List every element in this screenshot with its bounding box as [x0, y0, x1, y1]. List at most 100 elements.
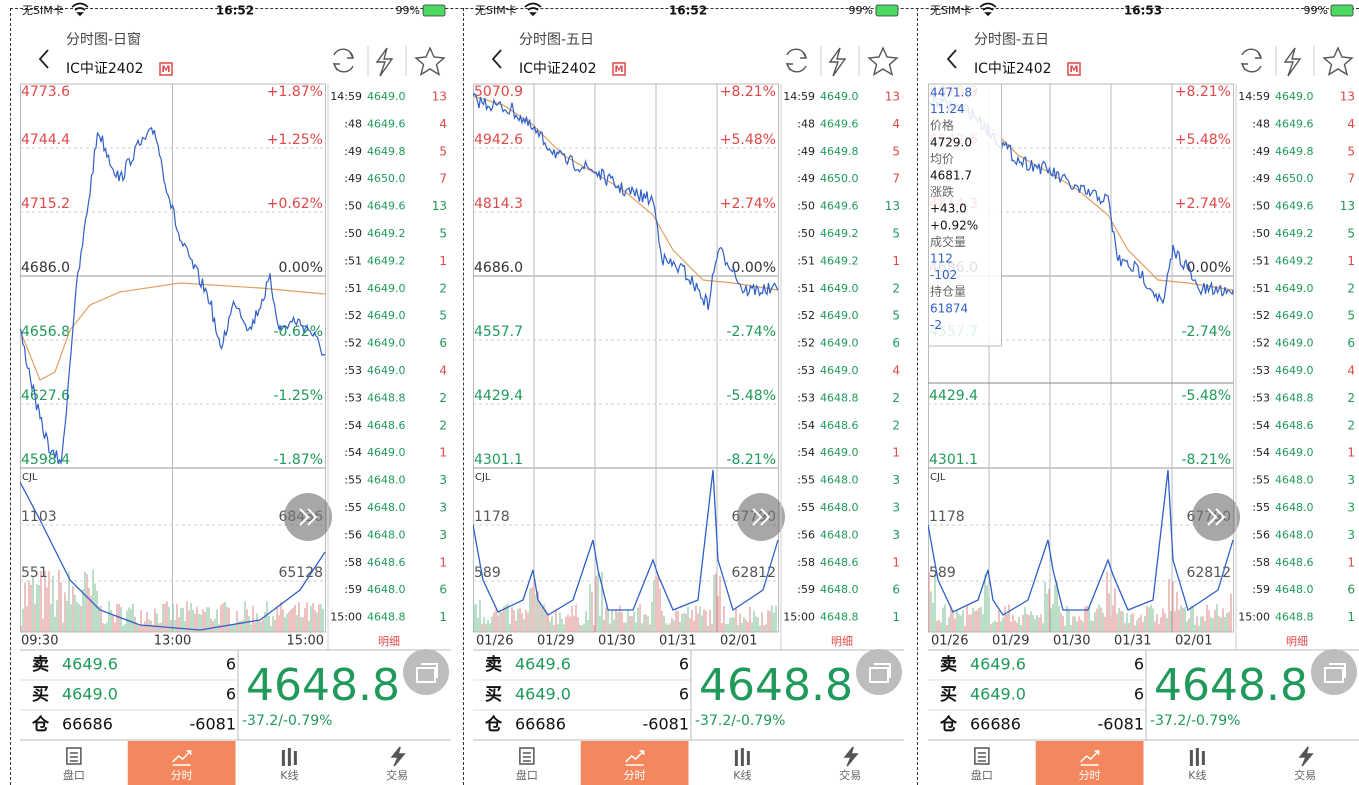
- switch-button[interactable]: [1311, 649, 1357, 695]
- screen-title: 分时图-五日: [974, 32, 1049, 48]
- tooltip-item: +43.0: [930, 202, 967, 216]
- tick-price: 4648.0: [1275, 583, 1314, 596]
- carrier: 无SIM卡: [475, 4, 517, 17]
- tick-price: 4649.0: [1275, 309, 1314, 322]
- back-button[interactable]: [491, 49, 502, 69]
- tick-time: :55: [797, 501, 815, 514]
- tick-volume: 3: [1347, 528, 1355, 542]
- flash-icon[interactable]: [1283, 47, 1302, 77]
- badge-bg: [612, 62, 626, 76]
- switch-icon: [869, 663, 891, 683]
- back-button[interactable]: [946, 49, 957, 69]
- book-price: 4649.6: [515, 655, 571, 674]
- volume-bars-down: [930, 573, 1228, 632]
- tab-icon: [519, 747, 535, 765]
- tab[interactable]: 交易: [1294, 746, 1316, 782]
- x-label: 15:00: [287, 634, 324, 649]
- tab[interactable]: K线: [280, 748, 298, 782]
- tab[interactable]: 分时: [580, 741, 689, 785]
- tab-label: 交易: [1294, 768, 1316, 782]
- tick-time: :50: [1252, 200, 1270, 213]
- star-icon[interactable]: [414, 46, 446, 76]
- tick-price: 4649.0: [820, 90, 859, 103]
- tick-volume: 6: [1347, 583, 1355, 597]
- tick-volume: 6: [439, 336, 447, 350]
- tab[interactable]: 分时: [1035, 741, 1144, 785]
- tick-price: 4648.8: [367, 611, 406, 624]
- tab[interactable]: 盘口: [516, 747, 538, 782]
- tab[interactable]: 盘口: [971, 747, 993, 782]
- volume-line: [20, 481, 326, 631]
- book-price: 4649.0: [970, 685, 1026, 704]
- tab-label: 分时: [1079, 769, 1101, 782]
- tick-volume: 13: [432, 90, 447, 104]
- pct-label: -1.87%: [273, 452, 323, 468]
- tick-time: 15:00: [330, 611, 362, 624]
- tab[interactable]: K线: [1188, 748, 1206, 782]
- price-label: 4557.7: [474, 324, 523, 340]
- tick-volume: 5: [1347, 144, 1355, 158]
- tick-volume: 4: [439, 364, 447, 378]
- switch-button[interactable]: [403, 649, 449, 695]
- switch-button[interactable]: [856, 649, 902, 695]
- back-button[interactable]: [38, 49, 49, 69]
- tab-label: K线: [1188, 768, 1206, 782]
- tick-volume: 5: [892, 309, 900, 323]
- battery-icon: [875, 4, 899, 17]
- tab[interactable]: K线: [733, 748, 751, 782]
- refresh-icon[interactable]: [1240, 48, 1263, 73]
- book-qty: 6: [679, 655, 689, 674]
- tick-price: 4648.0: [820, 501, 859, 514]
- tick-volume: 5: [892, 144, 900, 158]
- star-icon[interactable]: [1322, 46, 1354, 76]
- tab-icon: [66, 747, 82, 765]
- tick-time: :59: [344, 583, 362, 596]
- tick-time: :50: [344, 227, 362, 240]
- book-label: 买: [485, 685, 502, 705]
- tick-time: :50: [344, 200, 362, 213]
- volume-bars-down: [473, 571, 777, 632]
- star-icon[interactable]: [867, 46, 899, 76]
- tick-price: 4648.6: [1275, 556, 1314, 569]
- switch-icon: [416, 663, 438, 683]
- refresh-icon[interactable]: [785, 48, 808, 73]
- battery-text: 99%: [396, 4, 420, 17]
- tick-time: :54: [797, 419, 815, 432]
- volume-bars-up: [20, 569, 320, 632]
- tick-price: 4649.8: [820, 145, 859, 158]
- tick-volume: 4: [1347, 117, 1355, 131]
- tab[interactable]: 交易: [386, 746, 408, 782]
- tick-volume: 4: [1347, 364, 1355, 378]
- tab[interactable]: 交易: [839, 746, 861, 782]
- tick-price: 4648.8: [820, 391, 859, 404]
- tick-time: :58: [797, 556, 815, 569]
- tick-volume: 1: [439, 555, 447, 569]
- volume-title: CJL: [22, 472, 38, 483]
- tick-volume: 4: [892, 117, 900, 131]
- switch-icon: [1324, 663, 1346, 683]
- battery-text: 99%: [849, 4, 873, 17]
- tick-volume: 13: [885, 199, 900, 213]
- flash-icon[interactable]: [828, 47, 847, 77]
- tick-price: 4648.6: [820, 556, 859, 569]
- symbol-name: IC中证2402: [66, 61, 144, 77]
- refresh-icon[interactable]: [332, 48, 355, 73]
- symbol-name: IC中证2402: [974, 61, 1052, 77]
- tick-volume: 3: [1347, 473, 1355, 487]
- wifi-icon: [979, 2, 997, 17]
- tick-time: :55: [1252, 501, 1270, 514]
- pct-label: -2.74%: [1181, 324, 1231, 340]
- flash-icon[interactable]: [375, 47, 394, 77]
- tooltip-item: 4681.7: [930, 169, 972, 183]
- tab[interactable]: 盘口: [63, 747, 85, 782]
- tick-volume: 2: [439, 418, 447, 432]
- tick-price: 4648.6: [367, 419, 406, 432]
- tick-volume: 7: [1347, 172, 1355, 186]
- wifi-icon: [524, 2, 542, 17]
- tick-volume: 3: [439, 473, 447, 487]
- tab[interactable]: 分时: [127, 741, 236, 785]
- tick-volume: 2: [439, 281, 447, 295]
- tick-time: 14:59: [783, 90, 815, 103]
- tick-price: 4648.0: [820, 474, 859, 487]
- carrier: 无SIM卡: [930, 4, 972, 17]
